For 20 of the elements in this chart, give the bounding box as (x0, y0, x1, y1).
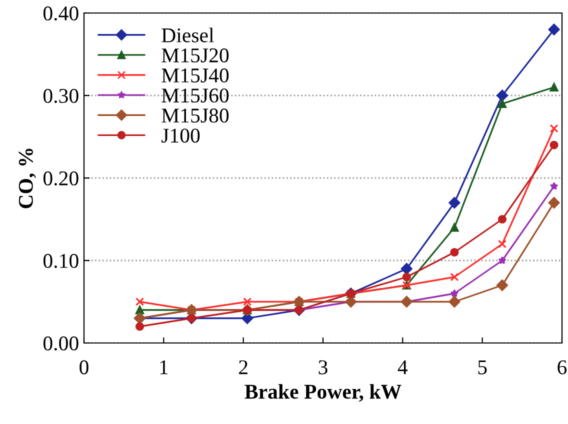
x-tick-label: 4 (398, 360, 408, 374)
y-tick-label: 0.20 (43, 171, 78, 186)
x-tick-label: 1 (160, 360, 168, 374)
legend-label: J100 (162, 128, 200, 143)
legend-label: Diesel (162, 28, 214, 42)
x-tick-label: 2 (239, 360, 248, 374)
legend-label: M15J80 (162, 108, 229, 123)
y-tick-label: 0.40 (43, 6, 78, 21)
y-tick-label: 0.30 (43, 88, 78, 104)
x-axis-title: Brake Power, kW (244, 384, 402, 402)
legend-label: M15J40 (162, 68, 229, 82)
x-tick-label: 3 (318, 360, 328, 374)
x-tick-label: 6 (558, 360, 567, 374)
x-tick-label: 5 (478, 360, 487, 374)
y-tick-label: 0.00 (43, 336, 78, 351)
y-axis-title: CO, % (18, 148, 36, 208)
legend-label: M15J20 (162, 48, 229, 62)
y-tick-label: 0.10 (43, 254, 78, 268)
x-tick-label: 0 (80, 360, 88, 374)
legend-label: M15J60 (162, 88, 229, 103)
